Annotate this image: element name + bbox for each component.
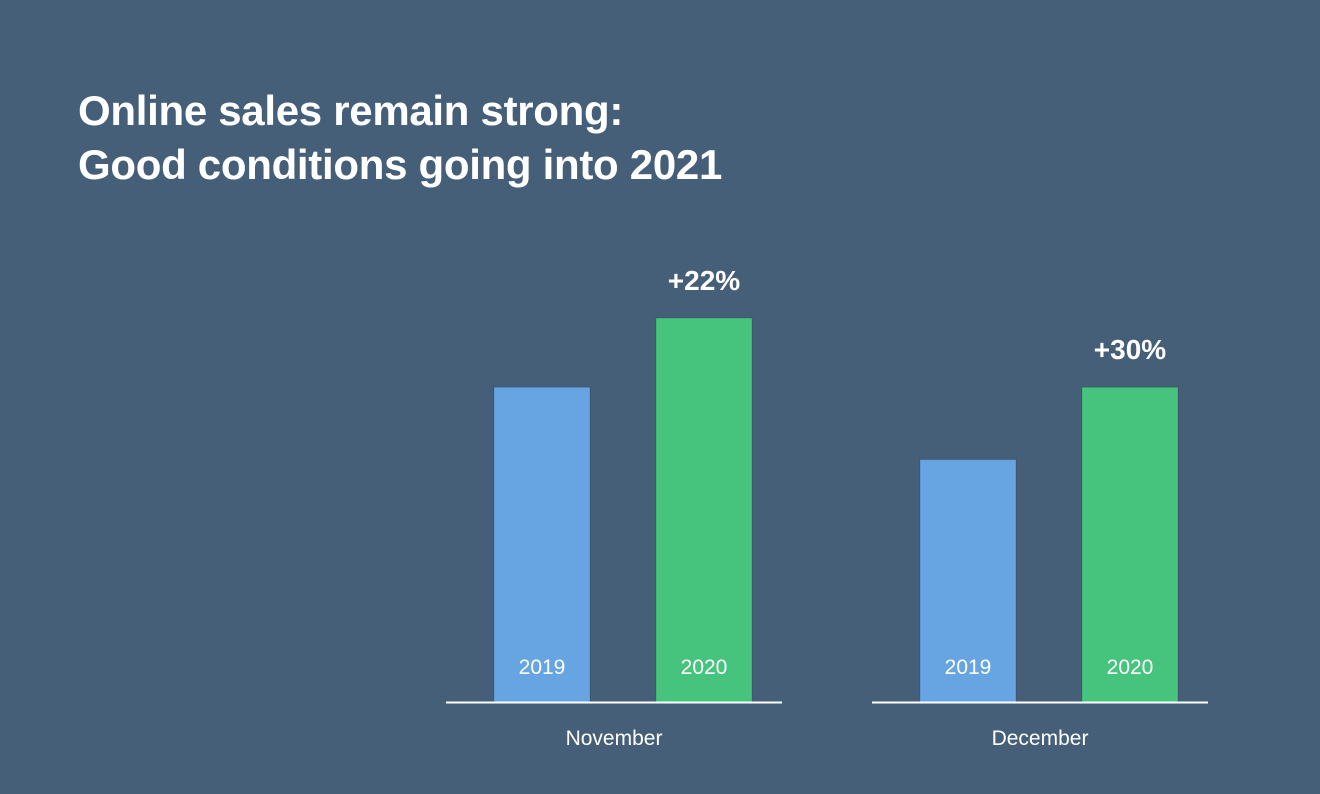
change-label-november: +22%: [668, 265, 740, 296]
chart-title: Online sales remain strong: Good conditi…: [78, 84, 722, 192]
bar-group-december: 2019 2020 +30% December: [872, 334, 1208, 750]
chart-title-line-2: Good conditions going into 2021: [78, 141, 723, 188]
bar-label-december-2019: 2019: [945, 656, 992, 679]
bar-label-december-2020: 2020: [1107, 656, 1154, 679]
bar-november-2019: [493, 386, 591, 703]
category-label-december: December: [992, 727, 1089, 750]
bar-november-2020: [655, 317, 753, 703]
bar-group-november: 2019 2020 +22% November: [446, 265, 782, 750]
bar-label-november-2019: 2019: [519, 656, 566, 679]
bar-december-2020: [1081, 386, 1179, 703]
change-label-december: +30%: [1094, 334, 1166, 365]
chart-title-line-1: Online sales remain strong:: [78, 87, 624, 134]
bar-label-november-2020: 2020: [681, 656, 728, 679]
category-label-november: November: [566, 727, 663, 750]
